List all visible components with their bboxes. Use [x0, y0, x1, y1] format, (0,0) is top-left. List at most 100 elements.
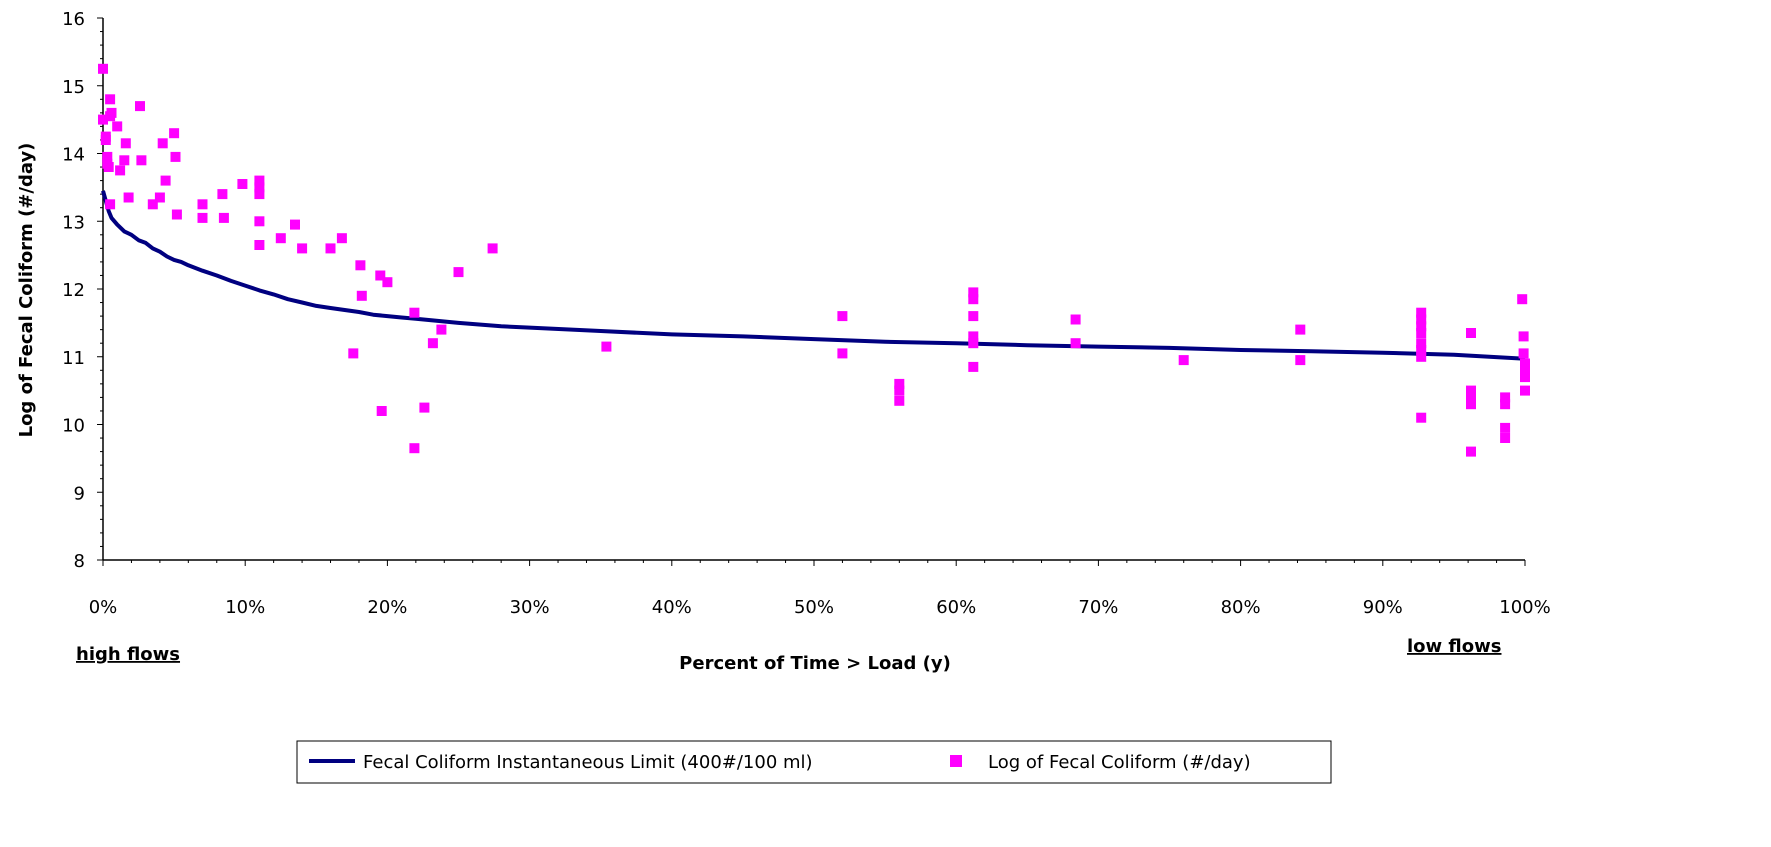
- x-tick-label: 90%: [1363, 597, 1403, 618]
- x-tick-label: 0%: [89, 597, 118, 618]
- data-point: [136, 155, 147, 166]
- data-point: [217, 189, 228, 200]
- data-point: [968, 338, 979, 349]
- data-point: [1070, 314, 1081, 325]
- data-point: [419, 402, 430, 413]
- data-point: [1500, 392, 1511, 403]
- data-point: [197, 212, 208, 223]
- data-point: [1518, 331, 1529, 342]
- data-point: [1416, 338, 1427, 349]
- data-point: [894, 378, 905, 389]
- data-point: [336, 233, 347, 244]
- data-point: [254, 175, 265, 186]
- x-tick-label: 30%: [510, 597, 550, 618]
- data-point: [112, 121, 123, 132]
- data-point: [837, 348, 848, 359]
- data-point: [382, 277, 393, 288]
- data-point: [1520, 385, 1530, 396]
- data-point: [348, 348, 359, 359]
- legend-label-limit: Fecal Coliform Instantaneous Limit (400#…: [363, 752, 813, 773]
- data-point: [1466, 385, 1476, 396]
- low-flows-label: low flows: [1407, 636, 1501, 657]
- y-tick-label: 8: [74, 551, 85, 572]
- data-point: [1520, 365, 1530, 376]
- data-point: [1416, 351, 1427, 362]
- y-tick-label: 11: [62, 348, 85, 369]
- y-tick-label: 12: [62, 280, 85, 301]
- x-tick-label: 50%: [794, 597, 834, 618]
- data-point: [1416, 307, 1427, 318]
- data-point: [1500, 422, 1511, 433]
- data-point: [427, 338, 438, 349]
- y-tick-labels: 8 9 10 11 12 13 14 15 16: [62, 9, 85, 572]
- data-point: [254, 189, 265, 200]
- x-tick-labels: 0% 10% 20% 30% 40% 50% 60% 70% 80% 90% 100%: [89, 597, 1551, 618]
- x-tick-label: 100%: [1499, 597, 1550, 618]
- data-point: [1466, 399, 1476, 410]
- legend-box: [296, 740, 1332, 784]
- limit-line: [101, 190, 1526, 361]
- data-point: [1295, 355, 1306, 366]
- data-point: [1416, 345, 1427, 355]
- data-point: [968, 331, 979, 342]
- data-point: [102, 151, 113, 162]
- x-tick-label: 40%: [652, 597, 692, 618]
- data-point: [1466, 446, 1476, 457]
- data-point: [1178, 355, 1189, 366]
- data-point: [98, 114, 108, 125]
- data-point: [254, 240, 265, 250]
- data-point: [376, 406, 387, 416]
- data-point: [355, 260, 366, 271]
- data-point: [290, 219, 300, 230]
- data-point: [968, 311, 979, 322]
- data-point: [154, 192, 165, 203]
- data-point: [160, 175, 171, 186]
- data-point: [135, 101, 145, 112]
- y-tick-label: 9: [74, 483, 85, 504]
- y-tick-label: 16: [62, 9, 85, 30]
- data-point: [115, 165, 126, 176]
- high-flows-label: high flows: [76, 644, 180, 665]
- data-point: [325, 243, 336, 254]
- data-point: [1500, 399, 1511, 410]
- observed-series: [98, 63, 1530, 457]
- data-point: [100, 135, 111, 145]
- data-point: [837, 311, 848, 322]
- legend-marker-swatch: [950, 755, 962, 767]
- data-point: [894, 385, 905, 396]
- y-tick-label: 15: [62, 77, 85, 98]
- data-point: [1517, 294, 1528, 305]
- data-point: [105, 94, 116, 105]
- data-point: [120, 138, 131, 149]
- legend-label-observed: Log of Fecal Coliform (#/day): [988, 752, 1251, 773]
- limit-series: [101, 190, 1526, 361]
- data-point: [103, 162, 114, 172]
- x-tick-label: 10%: [225, 597, 265, 618]
- data-point: [436, 324, 447, 335]
- data-point: [487, 243, 498, 254]
- data-point: [1070, 338, 1081, 349]
- y-tick-label: 14: [62, 145, 85, 166]
- x-axis-title: Percent of Time > Load (y): [679, 653, 951, 674]
- data-point: [409, 443, 420, 454]
- data-point: [170, 151, 181, 162]
- data-point: [968, 294, 979, 305]
- axes: [102, 18, 1525, 561]
- data-point: [1416, 412, 1427, 423]
- data-point: [98, 63, 108, 74]
- data-point: [157, 138, 168, 149]
- data-point: [254, 182, 265, 193]
- data-point: [1416, 314, 1427, 325]
- data-point: [1500, 433, 1511, 443]
- data-point: [375, 270, 386, 281]
- data-point: [147, 199, 158, 210]
- data-point: [171, 209, 182, 220]
- data-point: [356, 290, 367, 301]
- y-tick-label: 13: [62, 212, 85, 233]
- data-point: [169, 128, 180, 139]
- x-tick-label: 60%: [936, 597, 976, 618]
- x-tick-label: 20%: [367, 597, 407, 618]
- y-tick-label: 10: [62, 416, 85, 437]
- data-point: [1520, 372, 1530, 383]
